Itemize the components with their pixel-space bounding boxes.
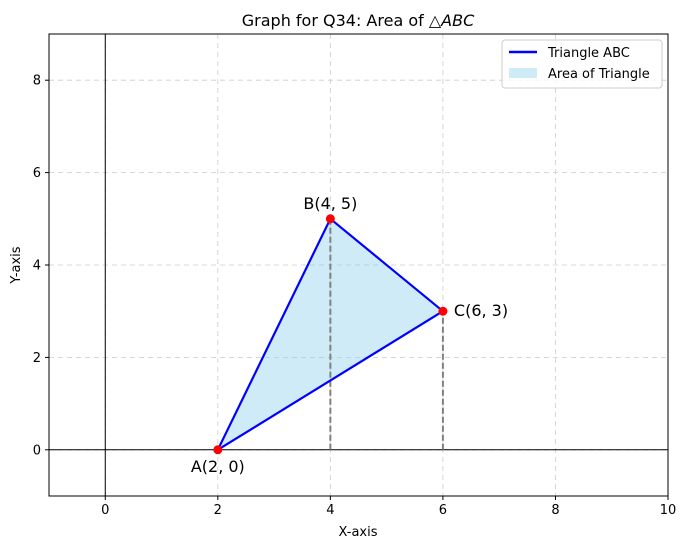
legend-label-area: Area of Triangle — [548, 67, 650, 82]
chart-title-math: ABC — [440, 11, 475, 30]
x-tick-label: 8 — [551, 503, 559, 518]
vertex-label: C(6, 3) — [454, 301, 508, 320]
y-tick-label: 6 — [33, 166, 41, 181]
y-tick-label: 0 — [33, 443, 41, 458]
legend-box — [501, 39, 663, 89]
chart-title-triangle-symbol: △ — [429, 11, 442, 30]
x-tick-label: 2 — [214, 503, 222, 518]
y-axis-label: Y-axis — [9, 246, 24, 284]
triangle-outline-layer — [216, 217, 445, 451]
triangle-outline — [216, 217, 445, 451]
triangle-fill-layer — [217, 218, 443, 450]
axis-ticks: 0 2 4 6 8 10 0 2 4 6 8 — [33, 74, 677, 518]
y-tick-label: 8 — [33, 74, 41, 89]
x-tick-label: 4 — [326, 503, 334, 518]
x-tick-label: 0 — [101, 503, 109, 518]
legend-swatch-area — [509, 68, 537, 78]
vertex-points — [213, 214, 448, 455]
y-tick-label: 4 — [33, 259, 41, 274]
chart-title: Graph for Q34: Area of △ABC — [242, 11, 475, 30]
dropdown-lines — [329, 218, 444, 450]
vertex-point — [213, 445, 223, 455]
legend-label-triangle: Triangle ABC — [547, 46, 630, 61]
legend: Triangle ABC Area of Triangle — [501, 39, 663, 89]
x-tick-label: 10 — [660, 503, 677, 518]
x-tick-label: 6 — [439, 503, 447, 518]
reference-axes — [49, 34, 668, 496]
vertex-label: A(2, 0) — [191, 457, 245, 476]
vertex-point — [438, 306, 448, 316]
x-axis-label: X-axis — [339, 525, 378, 540]
chart-title-text: Graph for Q34: Area of — [242, 11, 429, 30]
vertex-point — [325, 214, 335, 224]
triangle-area-fill — [217, 218, 443, 450]
y-tick-label: 2 — [33, 351, 41, 366]
vertex-label: B(4, 5) — [303, 194, 357, 213]
vertex-labels: A(2, 0) B(4, 5) C(6, 3) — [191, 194, 508, 476]
